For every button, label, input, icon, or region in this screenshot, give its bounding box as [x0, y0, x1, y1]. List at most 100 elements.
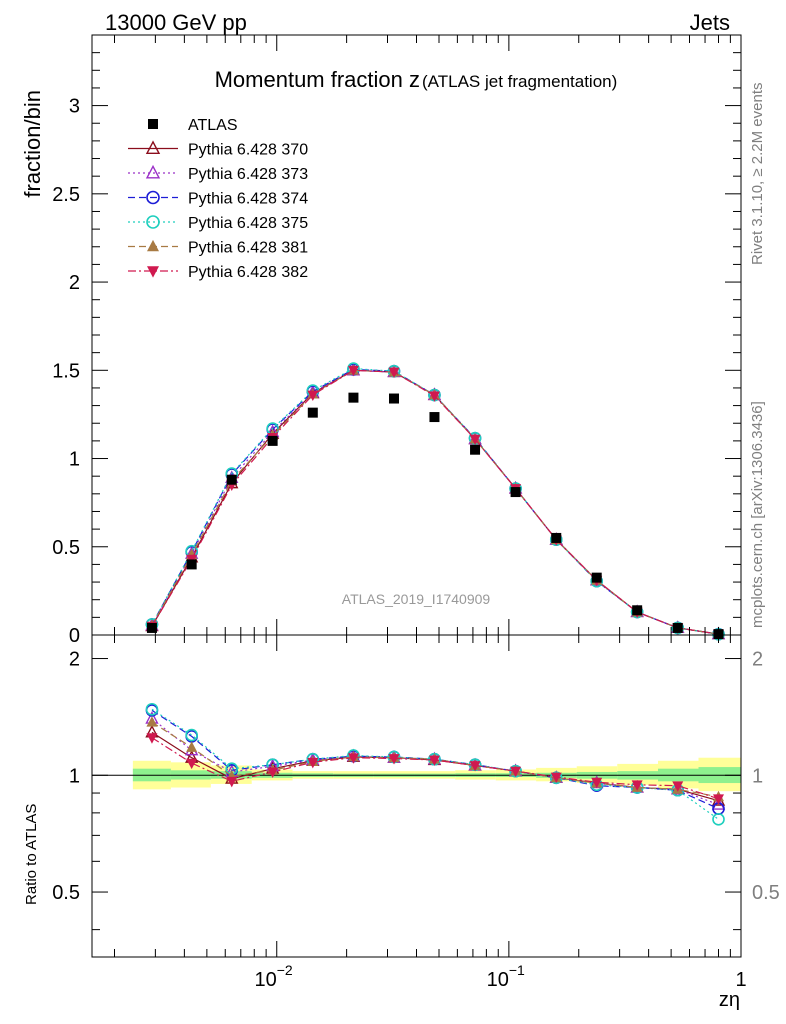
data-point [551, 532, 562, 543]
ratio-plot-panel: 0.5 0.51 12 210 −2 10 −1 1 Ratio to ATLAS zη [23, 634, 780, 1011]
legend-entry: Pythia 6.428 370 [128, 140, 308, 159]
data-point [428, 391, 440, 402]
data-point [550, 772, 562, 784]
data-point [510, 487, 521, 498]
y-tick-label: 0.5 [52, 882, 80, 904]
legend-entry: Pythia 6.428 374 [128, 191, 308, 208]
data-point [713, 794, 725, 805]
data-point [388, 754, 400, 765]
series-line [151, 737, 719, 800]
legend-label: Pythia 6.428 373 [188, 166, 308, 183]
series-line [151, 369, 719, 635]
legend-label: Pythia 6.428 381 [188, 240, 308, 257]
rivet-version-label: Rivet 3.1.10, ≥ 2.2M events [749, 83, 766, 266]
legend-marker [145, 164, 161, 179]
mcplots-reference-label: mcplots.cern.ch [arXiv:1306.3436] [749, 401, 766, 628]
data-point [347, 753, 359, 764]
y-axis-label-ratio: Ratio to ATLAS [23, 804, 40, 905]
legend-marker [146, 190, 160, 205]
data-point [307, 757, 319, 769]
y-tick-label: 2.5 [52, 184, 80, 206]
data-point [429, 412, 440, 423]
legend-marker [147, 239, 159, 252]
data-point [712, 813, 725, 826]
legend-marker [147, 266, 159, 278]
data-point [672, 781, 684, 792]
plot-title: Momentum fraction z [215, 67, 420, 92]
x-tick-label: 10 [487, 969, 509, 991]
y-tick-label: 0.5 [52, 537, 80, 559]
x-tick-exponent: −2 [277, 962, 293, 978]
legend-entry: Pythia 6.428 373 [128, 164, 308, 183]
y-tick-label: 2 [69, 649, 80, 671]
data-point [267, 435, 278, 446]
y-tick-label: 3 [69, 96, 80, 118]
y-tick-label: 2 [69, 272, 80, 294]
data-point [388, 367, 400, 379]
data-point [186, 559, 197, 570]
legend-entry: ATLAS [148, 117, 238, 134]
y-tick-label: 0 [69, 625, 80, 647]
x-tick-label: 10 [254, 969, 276, 991]
legend-label: ATLAS [188, 117, 238, 134]
legend-entry: Pythia 6.428 375 [128, 215, 308, 232]
data-point [307, 407, 318, 418]
x-tick-label: 1 [735, 969, 746, 991]
data-point [145, 702, 159, 716]
ratio-plot-content [92, 702, 741, 826]
data-point [348, 392, 359, 403]
y-tick-label-right: 1 [752, 765, 763, 787]
data-point [631, 780, 643, 791]
main-plot-panel: 0 0.5 1 1.5 2 2.5 3 Momentum fraction z (ATLAS… [20, 34, 742, 647]
main-plot-ticks: 0 0.5 1 1.5 2 2.5 3 [52, 34, 742, 647]
ratio-plot-frame [91, 634, 742, 958]
legend-entry: Pythia 6.428 381 [128, 240, 308, 257]
data-point [307, 390, 319, 402]
legend-label: Pythia 6.428 370 [188, 142, 308, 159]
analysis-watermark: ATLAS_2019_I1740909 [342, 591, 491, 607]
legend-marker [146, 215, 160, 229]
y-tick-label-right: 2 [752, 649, 763, 671]
data-point [591, 777, 603, 789]
x-tick-exponent: −1 [509, 962, 525, 978]
main-plot-content [145, 362, 726, 641]
process-label: Jets [690, 10, 730, 35]
legend-label: Pythia 6.428 375 [188, 215, 308, 232]
data-point [146, 716, 158, 727]
legend-label: Pythia 6.428 374 [188, 191, 308, 208]
y-tick-label: 1 [69, 449, 80, 471]
data-point [428, 755, 440, 767]
data-point [389, 393, 400, 404]
x-axis-label: zη [719, 989, 740, 1011]
data-point [672, 622, 683, 633]
data-point [510, 766, 522, 778]
y-tick-label-right: 0.5 [752, 882, 780, 904]
y-axis-label-main: fraction/bin [20, 90, 45, 198]
legend-entry: Pythia 6.428 382 [128, 264, 308, 281]
series-pythia-6-428-382 [146, 733, 725, 805]
data-point [186, 758, 198, 770]
legend: ATLAS Pythia 6.428 370 Pythia 6.428 373 Pyt… [128, 117, 308, 281]
energy-label: 13000 GeV pp [105, 10, 247, 35]
ratio-plot-ticks: 0.5 0.51 12 210 −2 10 −1 1 [52, 635, 780, 991]
data-point [186, 741, 198, 752]
legend-label: Pythia 6.428 382 [188, 264, 308, 281]
data-point [470, 444, 481, 455]
data-point [591, 572, 602, 583]
y-tick-label: 1 [69, 765, 80, 787]
data-point [347, 365, 359, 377]
legend-marker [145, 140, 161, 155]
data-point [226, 776, 238, 788]
data-point [146, 622, 157, 633]
data-point [267, 767, 279, 779]
y-tick-label: 1.5 [52, 360, 80, 382]
data-point [185, 728, 198, 742]
data-point [469, 434, 481, 446]
data-point [632, 605, 643, 616]
legend-marker [148, 119, 158, 129]
plot-subtitle: (ATLAS jet fragmentation) [422, 72, 617, 91]
data-point [146, 733, 158, 744]
data-point [469, 761, 481, 772]
data-point [226, 474, 237, 485]
